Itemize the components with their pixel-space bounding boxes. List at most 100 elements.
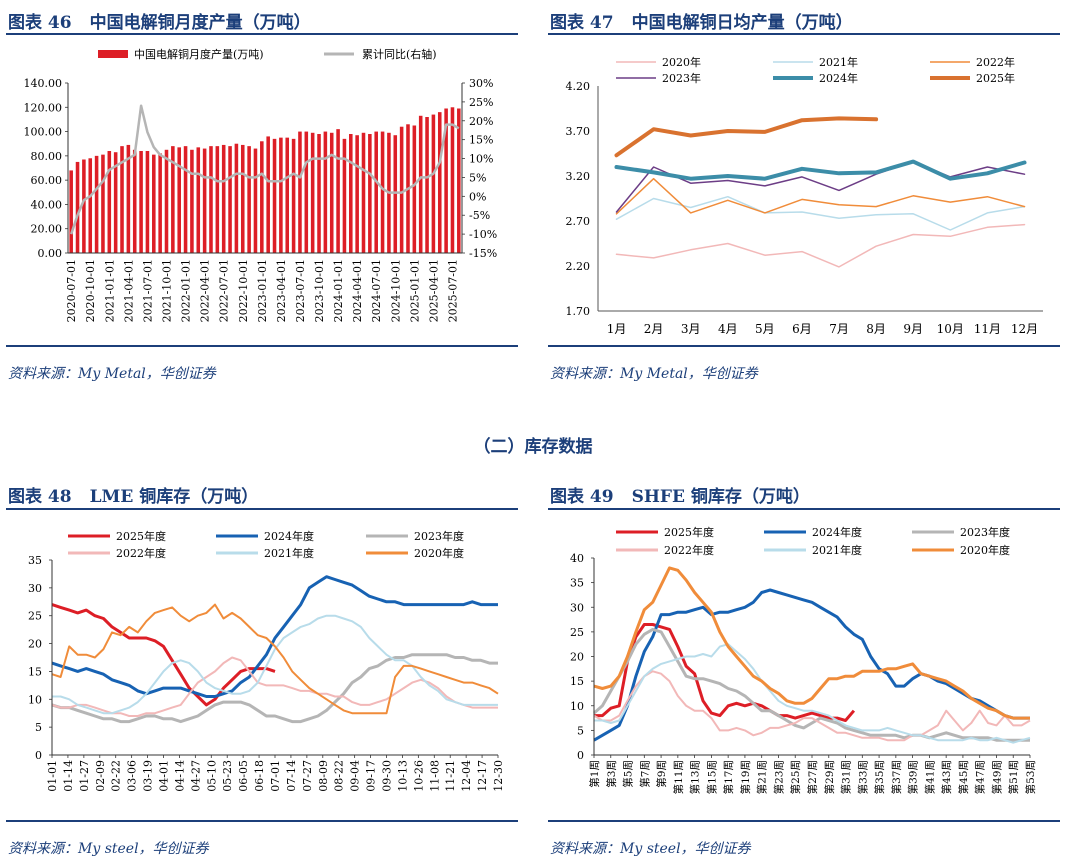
production-bar (279, 137, 283, 253)
x-tick-label: 第5周 (622, 760, 635, 788)
production-bar (272, 138, 277, 253)
chart48-top-rule (6, 508, 518, 510)
y-tick-label: 25 (570, 626, 584, 639)
y-tick-label: 0.00 (38, 247, 63, 260)
x-tick-label: 01-01 (46, 760, 59, 792)
x-tick-label: 10月 (937, 322, 964, 336)
x-tick-label: 第7周 (638, 760, 651, 788)
chart46-bottom-rule (6, 345, 518, 347)
y2-tick-label: 30% (469, 77, 493, 90)
y2-tick-label: 20% (469, 115, 493, 128)
x-tick-label: 第43周 (940, 760, 953, 794)
production-bar (145, 151, 150, 253)
series-line-2021年度 (52, 614, 498, 715)
production-bar (177, 147, 181, 253)
x-tick-label: 7月 (829, 322, 849, 336)
x-tick-label: 05-23 (221, 760, 234, 792)
production-bar (209, 146, 213, 253)
chart48-source: 资料来源：My steel，华创证券 (8, 841, 209, 857)
chart46-top-rule (6, 33, 518, 35)
series-line-2024年 (614, 159, 1027, 181)
y2-tick-label: 15% (469, 134, 493, 147)
chart46-title: 图表 46 中国电解铜月度产量（万吨） (8, 8, 311, 33)
y2-tick-label: 25% (469, 96, 493, 109)
y-tick-label: 4.20 (566, 80, 591, 93)
production-bar (291, 138, 296, 253)
x-tick-label: 第49周 (991, 760, 1004, 794)
y-tick-label: 35 (570, 577, 584, 590)
production-bar (88, 158, 93, 253)
production-bar (132, 149, 137, 253)
x-tick-label: 12月 (1011, 322, 1038, 336)
x-tick-label: 06-18 (253, 760, 266, 792)
production-bar (349, 134, 353, 253)
x-tick-label: 2022-04-01 (199, 259, 212, 322)
production-bar (380, 131, 385, 253)
x-tick-label: 12-17 (476, 760, 489, 792)
x-tick-label: 04-27 (189, 760, 202, 792)
production-bar (418, 115, 423, 254)
production-bar (94, 155, 99, 253)
y-tick-label: 140.00 (24, 77, 63, 90)
y-tick-label: 0 (35, 749, 42, 762)
x-tick-label: 第25周 (789, 760, 802, 794)
y-tick-label: 100.00 (24, 126, 63, 139)
series-line-2023年度 (593, 627, 1030, 742)
x-tick-label: 2020-07-01 (65, 259, 78, 322)
chart46-title-text: 中国电解铜月度产量（万吨） (89, 13, 311, 33)
y-tick-label: 1.70 (566, 305, 591, 318)
production-bar (412, 125, 417, 253)
legend-label-2022年度: 2022年度 (664, 543, 714, 557)
x-tick-label: 第31周 (840, 760, 853, 794)
chart49-source: 资料来源：My steel，华创证券 (550, 841, 751, 857)
x-tick-label: 3月 (681, 322, 701, 336)
x-tick-label: 第1周 (588, 760, 601, 788)
legend-label-2022年: 2022年 (976, 55, 1015, 69)
production-bar (266, 136, 270, 253)
legend-label-2022年度: 2022年度 (116, 546, 166, 560)
series-line-2025年度 (51, 603, 276, 707)
y-tick-label: 2.20 (566, 260, 591, 273)
y-tick-label: 40.00 (31, 198, 63, 211)
x-tick-label: 2024-10-01 (389, 259, 402, 322)
y2-tick-label: -10% (469, 228, 497, 241)
series-line-2023年度 (51, 653, 498, 724)
x-tick-label: 8月 (866, 322, 886, 336)
section-title: （二）库存数据 (473, 437, 593, 457)
x-tick-label: 04-14 (173, 760, 186, 792)
x-tick-label: 05-10 (205, 760, 218, 792)
production-bar (215, 146, 220, 253)
x-tick-label: 第23周 (773, 760, 786, 794)
y-tick-label: 10 (28, 693, 42, 706)
x-tick-label: 07-01 (269, 760, 282, 792)
chart47-source: 资料来源：My Metal，华创证券 (550, 366, 758, 382)
series-line-2020年度 (51, 603, 499, 715)
production-bar (171, 146, 175, 253)
production-bar (437, 112, 442, 254)
series-line-2024年度 (593, 588, 1030, 742)
y-tick-label: 5 (577, 724, 584, 737)
production-bar (152, 154, 156, 253)
legend-label-2021年度: 2021年度 (264, 546, 314, 560)
chart49-top-rule (548, 508, 1060, 510)
series-line-2022年度 (593, 670, 1031, 742)
production-bar (69, 170, 73, 253)
y-tick-label: 80.00 (31, 150, 63, 163)
production-bar (253, 148, 258, 253)
y2-tick-label: 10% (469, 153, 493, 166)
chart49-figure-number: 图表 49 (550, 487, 614, 507)
x-tick-label: 第17周 (722, 760, 735, 794)
y-tick-label: 3.20 (566, 170, 591, 183)
production-bar (183, 146, 188, 253)
production-bar (158, 153, 162, 253)
x-tick-label: 4月 (718, 322, 738, 336)
production-bar (304, 131, 309, 253)
chart47-title: 图表 47 中国电解铜日均产量（万吨） (550, 8, 853, 33)
x-tick-label: 11-08 (428, 760, 441, 792)
legend-label-2024年度: 2024年度 (812, 525, 862, 539)
x-tick-label: 第41周 (923, 760, 936, 794)
x-tick-label: 06-05 (237, 760, 250, 792)
production-bar (101, 154, 105, 253)
x-tick-label: 2024-01-01 (332, 259, 345, 322)
x-tick-label: 第33周 (856, 760, 869, 794)
